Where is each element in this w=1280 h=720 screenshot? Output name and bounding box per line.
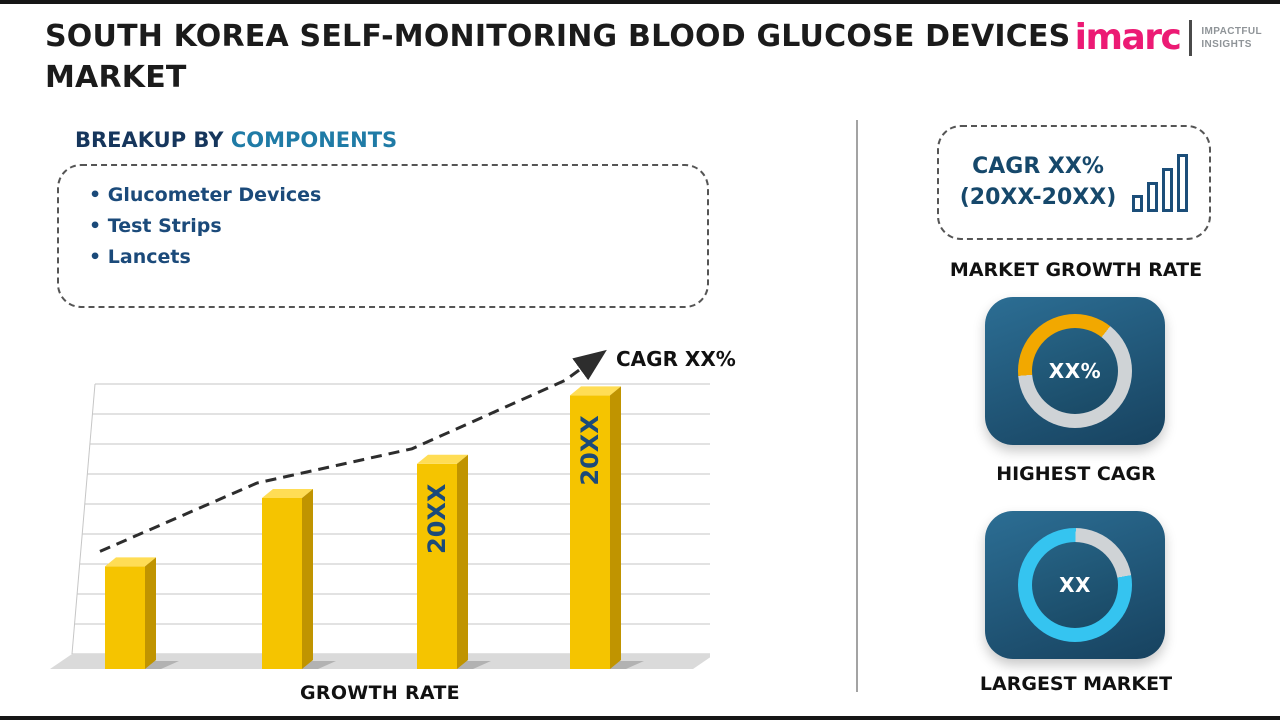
logo-divider: [1189, 20, 1193, 56]
logo-tagline-line1: IMPACTFUL: [1201, 26, 1262, 37]
bar: [262, 498, 302, 669]
bar-top-face: [417, 454, 468, 464]
largest-market-tile: XX: [985, 511, 1165, 659]
bar-top-face: [105, 557, 156, 567]
bar: [570, 395, 610, 669]
logo-tagline: IMPACTFUL INSIGHTS: [1201, 26, 1262, 50]
logo-tagline-line2: INSIGHTS: [1201, 39, 1252, 50]
components-box: Glucometer Devices Test Strips Lancets: [57, 164, 709, 308]
axis-wall-edge: [71, 383, 96, 655]
highest-cagr-donut: XX%: [1018, 314, 1132, 428]
vertical-divider: [856, 120, 858, 692]
cagr-card-line1: CAGR XX%: [972, 153, 1104, 179]
cagr-card-line2: (20XX-20XX): [959, 184, 1117, 210]
largest-market-caption: LARGEST MARKET: [979, 673, 1173, 695]
chart-x-axis-label: GROWTH RATE: [300, 682, 460, 704]
component-item: Test Strips: [89, 211, 707, 242]
highest-cagr-value: XX%: [1048, 359, 1102, 383]
trend-cagr-label: CAGR XX%: [616, 347, 736, 371]
bar-side-face: [610, 386, 621, 669]
bar-chart-icon: [1132, 153, 1189, 212]
bar-label: 20XX: [576, 415, 604, 486]
bar-side-face: [302, 489, 313, 669]
cagr-card: CAGR XX% (20XX-20XX): [937, 125, 1211, 240]
page-title: SOUTH KOREA SELF-MONITORING BLOOD GLUCOS…: [45, 19, 1071, 96]
breakup-heading: BREAKUP BY COMPONENTS: [75, 128, 397, 152]
bar-top-face: [262, 489, 313, 498]
component-item: Lancets: [89, 242, 707, 273]
donut-hole: XX: [1032, 542, 1118, 628]
components-list: Glucometer Devices Test Strips Lancets: [89, 180, 707, 272]
growth-bar-chart: 20XX 20XX: [50, 349, 710, 669]
bar: [105, 566, 145, 669]
bar-side-face: [145, 557, 156, 669]
growth-chart: 20XX 20XX CAGR XX% GROWTH RATE: [50, 344, 736, 704]
component-item: Glucometer Devices: [89, 180, 707, 211]
trend-line: [99, 349, 607, 553]
bar-label: 20XX: [423, 483, 451, 554]
cagr-card-text: CAGR XX% (20XX-20XX): [960, 152, 1117, 214]
largest-market-value: XX: [1059, 573, 1091, 597]
largest-market-donut: XX: [1018, 528, 1132, 642]
bar-top-face: [570, 386, 621, 396]
imarc-logo: imarc IMPACTFUL INSIGHTS: [1075, 20, 1262, 56]
chart-floor: [50, 654, 710, 669]
imarc-logo-text: imarc: [1074, 17, 1182, 58]
breakup-heading-prefix: BREAKUP BY: [75, 128, 224, 152]
bar: [417, 463, 457, 669]
highest-cagr-tile: XX%: [985, 297, 1165, 445]
bar-side-face: [457, 454, 468, 669]
market-growth-rate-caption: MARKET GROWTH RATE: [949, 259, 1203, 281]
highest-cagr-caption: HIGHEST CAGR: [996, 463, 1156, 485]
breakup-heading-highlight: COMPONENTS: [230, 128, 398, 152]
donut-hole: XX%: [1032, 328, 1118, 414]
